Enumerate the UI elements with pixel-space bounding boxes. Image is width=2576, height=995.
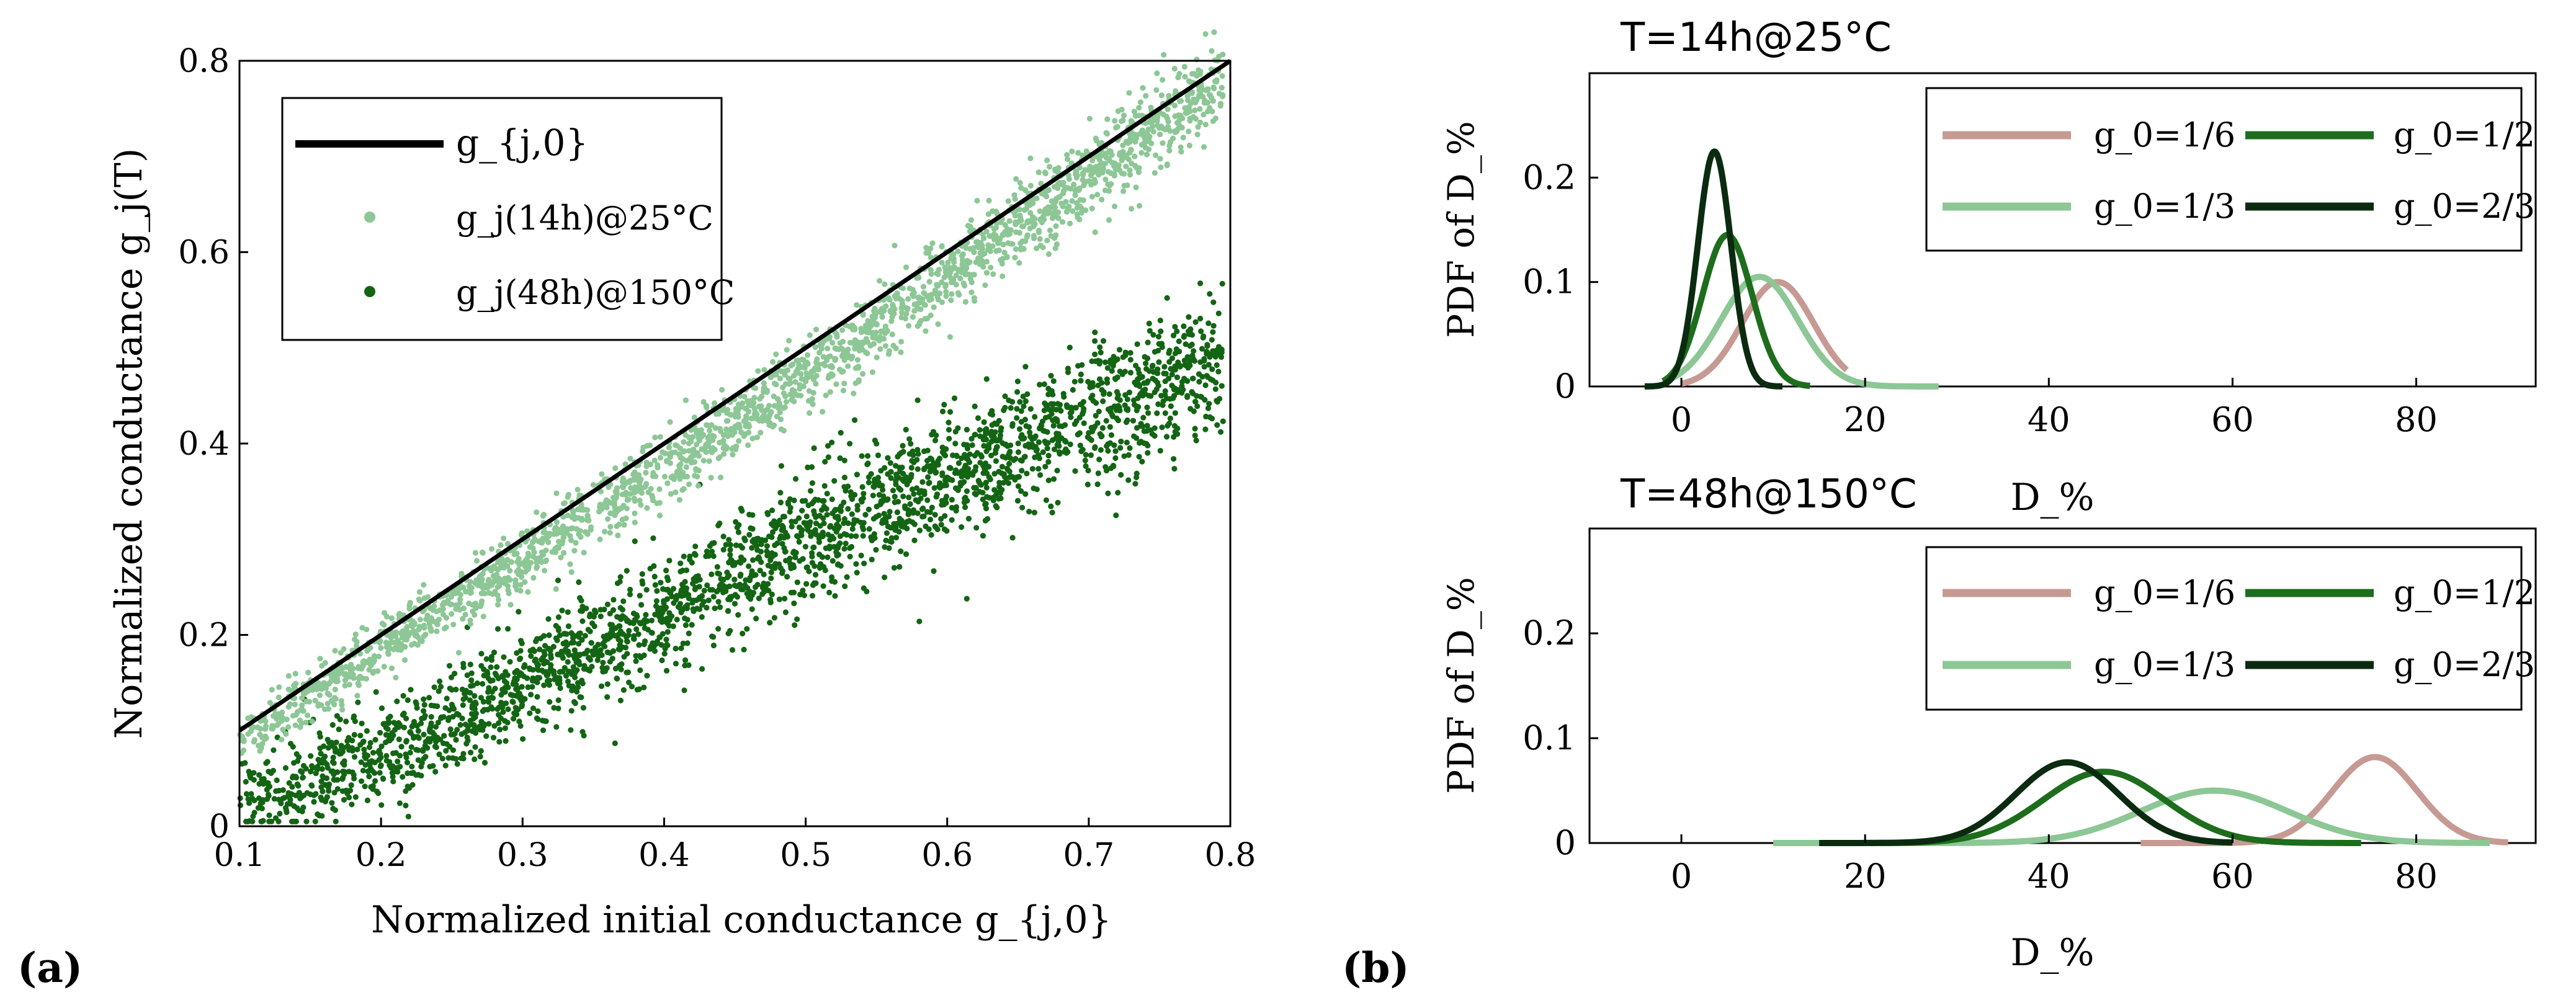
panel-title: T=14h@25°C [1620,15,1892,61]
pdf-curve [1642,148,1785,390]
y-tick-label: 0.2 [178,617,230,654]
legend-box [1925,87,2523,252]
legend-label: g_0=1/6 [2094,573,2235,612]
x-tick-label: 0 [1671,400,1692,439]
x-axis-label: Normalized initial conductance g_{j,0} [371,898,1112,942]
legend-label: g_0=1/2 [2394,115,2535,154]
legend: g_0=1/6 g_0=1/2 g_0=1/3 g_0=2/3 [1925,546,2535,711]
y-ticks: 0 0.1 0.2 [1523,158,1598,406]
x-axis-label: D_% [2010,931,2094,975]
x-ticks: 0 20 40 60 80 [1671,378,2438,439]
x-axis-label: D_% [2010,476,2094,519]
pdf-curve [1679,279,1849,387]
pdf-curves [1773,754,2509,846]
pdf-curve [2140,754,2509,846]
legend-swatch-48h [364,286,375,297]
pdf-panel-48h: 0 20 40 60 80 0 0.1 0.2 T=48h@150°C PDF of D_%… [1342,471,2537,992]
y-tick-label: 0.1 [1523,262,1576,301]
legend: g_0=1/6 g_0=1/2 g_0=1/3 g_0=2/3 [1925,87,2535,252]
x-tick-label: 60 [2211,400,2254,439]
axes-frame [1588,527,2537,844]
pdf-curve [1818,759,2233,846]
panel-title: T=48h@150°C [1620,471,1917,517]
legend-label-14h: g_j(14h)@25°C [456,199,713,238]
y-tick-label: 0 [1555,367,1576,406]
legend-label-ideal: g_{j,0} [456,122,588,164]
x-ticks: 0.1 0.2 0.3 0.4 0.5 0.6 0.7 0.8 [214,818,1256,874]
legend-label: g_0=1/3 [2094,187,2235,226]
y-tick-label: 0.2 [1523,158,1576,197]
x-tick-label: 0.8 [1205,837,1256,874]
y-ticks: 0 0.1 0.2 [1523,614,1598,862]
y-axis-label: PDF of D_% [1440,121,1482,338]
y-axis-label: Normalized conductance g_j(T) [107,148,151,739]
series-48h-points [237,280,1226,824]
x-tick-label: 60 [2211,857,2254,896]
axes-frame [1588,72,2537,388]
y-axis-label-text: PDF of D_% [1440,121,1482,338]
pdf-curve [1661,231,1812,390]
legend-label: g_0=1/3 [2094,645,2235,684]
y-axis-label: PDF of D_% [1440,577,1482,794]
x-tick-label: 80 [2395,857,2438,896]
y-tick-label: 0.8 [178,43,230,80]
y-ticks: 0 0.2 0.4 0.6 0.8 [178,43,248,846]
y-tick-label: 0.4 [178,426,230,463]
x-tick-label: 0.7 [1063,837,1115,874]
x-tick-label: 0.5 [780,837,831,874]
x-ticks: 0 20 40 60 80 [1671,834,2438,896]
x-tick-label: 40 [2028,400,2070,439]
y-tick-label: 0 [209,808,230,846]
x-axis-label-text: Normalized initial conductance g_{j,0} [371,898,1112,942]
x-tick-label: 20 [1844,857,1887,896]
legend-label: g_0=1/6 [2094,115,2235,154]
x-tick-label: 0.6 [921,837,973,874]
panel-label-b: (b) [1342,944,1410,992]
panel-label-a: (a) [17,944,83,992]
x-tick-label: 40 [2028,857,2070,896]
scatter-panel-a: 0.1 0.2 0.3 0.4 0.5 0.6 0.7 0.8 0 0.2 0.4 0.6 0.8 N… [17,29,1256,992]
ideal-line [238,59,1232,733]
scatter-points [237,29,1226,824]
x-tick-label: 0.4 [638,837,690,874]
legend-swatch-14h [364,212,375,223]
y-tick-label: 0.2 [1523,614,1576,653]
y-axis-label-text: Normalized conductance g_j(T) [107,148,151,739]
legend-label: g_0=1/2 [2394,573,2535,612]
legend: g_{j,0} g_j(14h)@25°C g_j(48h)@150°C [281,97,735,341]
pdf-panel-14h: 0 20 40 60 80 00.10.2 T=14h@25°C PDF of D_% … [1440,15,2537,519]
legend-label: g_0=2/3 [2394,645,2535,684]
legend-box [281,97,723,341]
x-tick-label: 0 [1671,857,1692,896]
x-tick-label: 0.1 [214,837,266,874]
series-14h-points [237,29,1226,756]
legend-label: g_0=2/3 [2394,187,2535,226]
x-axis-label-text: D_% [2010,476,2094,519]
legend-box [1925,546,2523,711]
y-tick-label: 0 [1555,823,1576,862]
y-tick-label: 0.6 [178,234,230,272]
x-axis-label-text: D_% [2010,931,2094,975]
x-tick-label: 0.2 [356,837,407,874]
x-tick-label: 0.3 [497,837,548,874]
pdf-curves [1642,148,1940,390]
pdf-curve [1670,274,1940,390]
legend-label-48h: g_j(48h)@150°C [456,273,735,312]
x-tick-label: 80 [2395,400,2438,439]
pdf-curve [1773,787,2490,846]
y-tick-label: 0.1 [1523,718,1576,757]
y-axis-label-text: PDF of D_% [1440,577,1482,794]
x-tick-label: 20 [1844,400,1887,439]
